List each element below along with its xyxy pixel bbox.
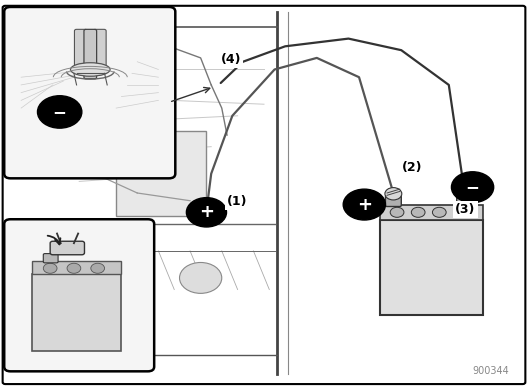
Text: +: + [357,196,372,213]
FancyBboxPatch shape [32,261,121,274]
FancyBboxPatch shape [50,241,84,255]
FancyBboxPatch shape [43,254,58,263]
FancyBboxPatch shape [32,274,121,351]
Text: −: − [466,178,479,196]
Circle shape [43,263,57,273]
FancyBboxPatch shape [116,131,206,216]
FancyBboxPatch shape [84,29,97,79]
FancyBboxPatch shape [93,29,106,67]
Circle shape [390,207,404,217]
Circle shape [91,263,105,273]
Text: +: + [199,203,214,221]
Circle shape [199,204,216,217]
FancyBboxPatch shape [380,220,483,315]
Text: (2): (2) [402,161,423,174]
Circle shape [432,207,446,217]
Circle shape [180,262,222,293]
Circle shape [456,188,473,200]
Text: (1): (1) [227,195,248,208]
Text: (3): (3) [455,203,476,216]
FancyBboxPatch shape [74,29,87,67]
Circle shape [454,207,467,217]
FancyBboxPatch shape [3,6,525,384]
Circle shape [385,188,402,200]
Circle shape [186,198,227,227]
Circle shape [67,263,81,273]
Text: −: − [53,103,67,121]
Circle shape [343,189,385,220]
Ellipse shape [71,63,110,76]
FancyBboxPatch shape [4,219,154,371]
Circle shape [451,172,494,203]
Circle shape [411,207,425,217]
Text: 900344: 900344 [473,366,510,376]
FancyBboxPatch shape [380,205,483,220]
FancyBboxPatch shape [457,196,473,207]
Circle shape [37,96,82,128]
Text: (4): (4) [221,52,241,66]
FancyBboxPatch shape [385,196,401,207]
FancyBboxPatch shape [4,7,175,178]
